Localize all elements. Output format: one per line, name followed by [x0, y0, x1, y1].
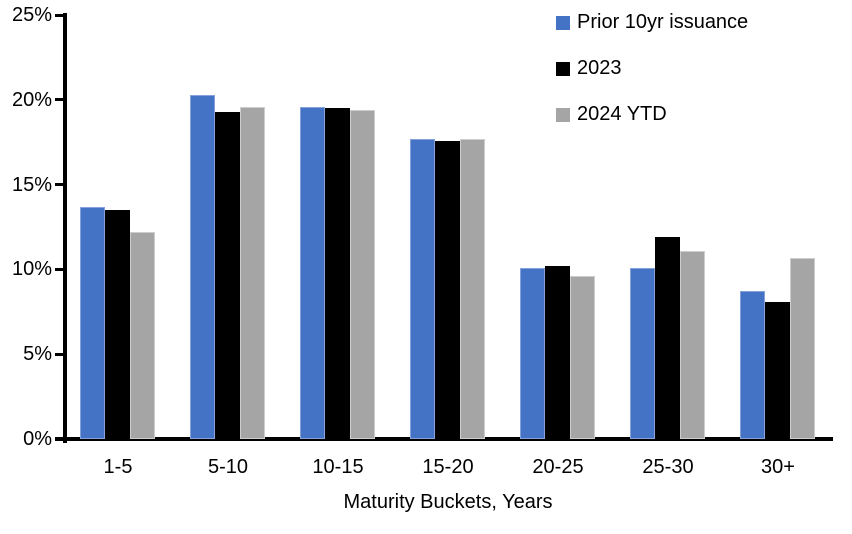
bar-2024-ytd-15-20 — [460, 138, 485, 439]
bar-2024-ytd-10-15 — [350, 109, 375, 439]
x-axis-line — [55, 437, 833, 441]
bar-2023-5-10 — [215, 111, 240, 439]
bar-prior-10yr-issuance-20-25 — [520, 267, 545, 439]
legend-item-prior-10yr-issuance: Prior 10yr issuance — [556, 11, 748, 34]
y-tick-label-0: 0% — [23, 428, 52, 450]
y-tick-label-10: 10% — [11, 258, 52, 281]
bar-2023-25-30 — [655, 237, 680, 439]
bar-2023-15-20 — [435, 140, 460, 439]
x-tick-label-15-20: 15-20 — [422, 456, 474, 478]
legend: Prior 10yr issuance 2023 2024 YTD — [556, 11, 748, 126]
legend-item-2024-ytd: 2024 YTD — [556, 103, 748, 126]
bar-2024-ytd-25-30 — [680, 250, 705, 439]
bar-prior-10yr-issuance-30 — [740, 291, 765, 439]
legend-marker-prior-10yr-issuance — [556, 15, 570, 30]
bar-2023-20-25 — [545, 266, 570, 439]
legend-marker-2023 — [556, 61, 570, 76]
y-axis-line — [63, 13, 67, 443]
y-tick-mark-15 — [55, 183, 64, 187]
bar-2024-ytd-20-25 — [570, 276, 595, 439]
y-tick-mark-10 — [55, 267, 64, 271]
bar-2024-ytd-5-10 — [240, 106, 265, 439]
y-tick-mark-0 — [55, 437, 64, 441]
legend-label: Prior 10yr issuance — [577, 11, 749, 33]
legend-label: 2024 YTD — [577, 103, 667, 125]
y-tick-mark-20 — [55, 98, 64, 102]
bar-prior-10yr-issuance-5-10 — [190, 94, 215, 439]
legend-label: 2023 — [577, 57, 622, 79]
x-tick-label-25-30: 25-30 — [642, 456, 694, 478]
bar-2024-ytd-30 — [790, 257, 815, 439]
bar-prior-10yr-issuance-15-20 — [410, 138, 435, 439]
y-tick-label-20: 20% — [11, 88, 52, 111]
x-tick-label-30: 30+ — [761, 456, 795, 478]
x-tick-label-5-10: 5-10 — [207, 456, 249, 478]
legend-marker-2024-ytd — [556, 107, 570, 122]
y-tick-label-5: 5% — [23, 343, 52, 366]
bar-2023-1-5 — [105, 210, 130, 439]
bar-prior-10yr-issuance-1-5 — [80, 206, 105, 439]
x-tick-label-1-5: 1-5 — [103, 456, 133, 478]
x-tick-label-20-25: 20-25 — [532, 456, 584, 478]
bar-2023-30 — [765, 301, 790, 439]
bar-prior-10yr-issuance-10-15 — [300, 106, 325, 439]
x-axis-title: Maturity Buckets, Years — [343, 491, 553, 513]
y-tick-label-25: 25% — [11, 4, 52, 26]
x-tick-label-10-15: 10-15 — [312, 456, 364, 478]
bar-prior-10yr-issuance-25-30 — [630, 267, 655, 439]
bar-2023-10-15 — [325, 108, 350, 439]
y-tick-mark-25 — [55, 13, 64, 17]
legend-item-2023: 2023 — [556, 57, 748, 80]
y-tick-label-15: 15% — [11, 173, 52, 196]
bar-2024-ytd-1-5 — [130, 232, 155, 439]
y-tick-mark-5 — [55, 352, 64, 356]
